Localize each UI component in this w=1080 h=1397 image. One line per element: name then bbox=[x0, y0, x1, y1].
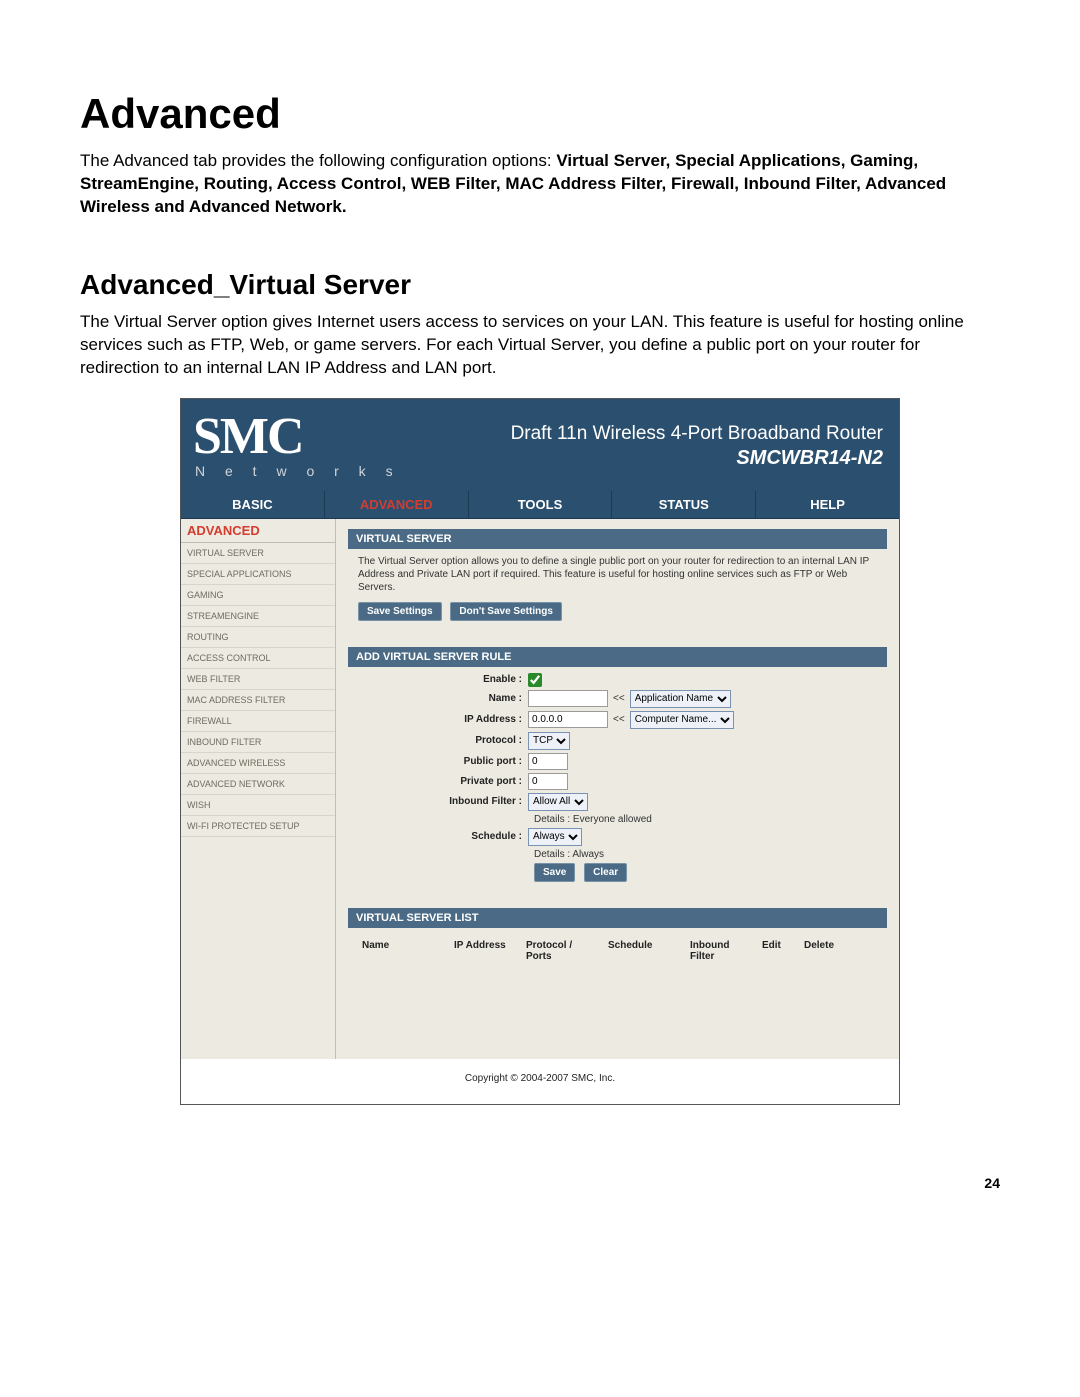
intro-prefix: The Advanced tab provides the following … bbox=[80, 151, 556, 170]
sidebar-item-web-filter[interactable]: WEB FILTER bbox=[181, 669, 335, 690]
router-screenshot: SMC N e t w o r k s Draft 11n Wireless 4… bbox=[180, 398, 900, 1105]
sidebar-item-wish[interactable]: WISH bbox=[181, 795, 335, 816]
public-port-input[interactable] bbox=[528, 753, 568, 770]
col-schedule: Schedule bbox=[604, 940, 684, 962]
panel-server-list: VIRTUAL SERVER LIST Name IP Address Prot… bbox=[348, 908, 887, 974]
protocol-select[interactable]: TCP bbox=[528, 732, 570, 750]
headline-main: Draft 11n Wireless 4-Port Broadband Rout… bbox=[511, 423, 883, 445]
label-schedule: Schedule : bbox=[358, 831, 528, 842]
sidebar-item-inbound-filter[interactable]: INBOUND FILTER bbox=[181, 732, 335, 753]
label-private-port: Private port : bbox=[358, 776, 528, 787]
save-settings-button[interactable]: Save Settings bbox=[358, 602, 442, 621]
col-edit: Edit bbox=[758, 940, 798, 962]
arrow-icon: << bbox=[613, 693, 625, 704]
page-number: 24 bbox=[80, 1175, 1000, 1191]
panel1-description: The Virtual Server option allows you to … bbox=[358, 555, 877, 594]
clear-button[interactable]: Clear bbox=[584, 863, 627, 882]
tab-help[interactable]: HELP bbox=[756, 491, 899, 518]
label-inbound-filter: Inbound Filter : bbox=[358, 796, 528, 807]
label-public-port: Public port : bbox=[358, 756, 528, 767]
sidebar-item-gaming[interactable]: GAMING bbox=[181, 585, 335, 606]
panel-add-rule: ADD VIRTUAL SERVER RULE Enable : Name : … bbox=[348, 647, 887, 890]
label-ip: IP Address : bbox=[358, 714, 528, 725]
body-area: ADVANCED VIRTUAL SERVERSPECIAL APPLICATI… bbox=[181, 519, 899, 1059]
private-port-input[interactable] bbox=[528, 773, 568, 790]
dont-save-settings-button[interactable]: Don't Save Settings bbox=[450, 602, 562, 621]
enable-checkbox[interactable] bbox=[528, 673, 542, 687]
inbound-filter-select[interactable]: Allow All bbox=[528, 793, 588, 811]
sidebar-title: ADVANCED bbox=[181, 519, 335, 543]
top-tabs: BASICADVANCEDTOOLSSTATUSHELP bbox=[181, 491, 899, 519]
headline-model: SMCWBR14-N2 bbox=[511, 447, 883, 470]
header-bar: SMC N e t w o r k s Draft 11n Wireless 4… bbox=[181, 399, 899, 491]
page-heading: Advanced bbox=[80, 90, 1000, 138]
section-description: The Virtual Server option gives Internet… bbox=[80, 311, 1000, 380]
sidebar-item-routing[interactable]: ROUTING bbox=[181, 627, 335, 648]
sidebar-item-access-control[interactable]: ACCESS CONTROL bbox=[181, 648, 335, 669]
panel-virtual-server: VIRTUAL SERVER The Virtual Server option… bbox=[348, 529, 887, 629]
tab-tools[interactable]: TOOLS bbox=[469, 491, 613, 518]
sidebar-item-special-applications[interactable]: SPECIAL APPLICATIONS bbox=[181, 564, 335, 585]
col-name: Name bbox=[358, 940, 448, 962]
label-name: Name : bbox=[358, 693, 528, 704]
headline-block: Draft 11n Wireless 4-Port Broadband Rout… bbox=[511, 423, 883, 470]
schedule-select[interactable]: Always bbox=[528, 828, 582, 846]
inbound-filter-detail: Details : Everyone allowed bbox=[534, 814, 877, 825]
sidebar: ADVANCED VIRTUAL SERVERSPECIAL APPLICATI… bbox=[181, 519, 336, 1059]
sidebar-item-virtual-server[interactable]: VIRTUAL SERVER bbox=[181, 543, 335, 564]
brand-subtext: N e t w o r k s bbox=[195, 463, 401, 479]
label-enable: Enable : bbox=[358, 674, 528, 685]
col-protocol: Protocol / Ports bbox=[522, 940, 602, 962]
content-area: VIRTUAL SERVER The Virtual Server option… bbox=[336, 519, 899, 1059]
sidebar-item-advanced-wireless[interactable]: ADVANCED WIRELESS bbox=[181, 753, 335, 774]
sidebar-item-wi-fi-protected-setup[interactable]: WI-FI PROTECTED SETUP bbox=[181, 816, 335, 837]
copyright-text: Copyright © 2004-2007 SMC, Inc. bbox=[181, 1059, 899, 1104]
section-heading: Advanced_Virtual Server bbox=[80, 269, 1000, 301]
sidebar-item-firewall[interactable]: FIREWALL bbox=[181, 711, 335, 732]
brand-block: SMC N e t w o r k s bbox=[193, 414, 401, 479]
intro-paragraph: The Advanced tab provides the following … bbox=[80, 150, 1000, 219]
brand-logo-text: SMC bbox=[193, 414, 303, 461]
sidebar-item-mac-address-filter[interactable]: MAC ADDRESS FILTER bbox=[181, 690, 335, 711]
col-delete: Delete bbox=[800, 940, 850, 962]
col-ip: IP Address bbox=[450, 940, 520, 962]
tab-advanced[interactable]: ADVANCED bbox=[325, 491, 469, 518]
sidebar-item-streamengine[interactable]: STREAMENGINE bbox=[181, 606, 335, 627]
schedule-detail: Details : Always bbox=[534, 849, 877, 860]
tab-basic[interactable]: BASIC bbox=[181, 491, 325, 518]
panel1-header: VIRTUAL SERVER bbox=[348, 529, 887, 549]
ip-input[interactable] bbox=[528, 711, 608, 728]
panel2-header: ADD VIRTUAL SERVER RULE bbox=[348, 647, 887, 667]
table-header-row: Name IP Address Protocol / Ports Schedul… bbox=[358, 934, 877, 966]
tab-status[interactable]: STATUS bbox=[612, 491, 756, 518]
label-protocol: Protocol : bbox=[358, 735, 528, 746]
save-button[interactable]: Save bbox=[534, 863, 575, 882]
arrow-icon: << bbox=[613, 714, 625, 725]
sidebar-item-advanced-network[interactable]: ADVANCED NETWORK bbox=[181, 774, 335, 795]
panel3-header: VIRTUAL SERVER LIST bbox=[348, 908, 887, 928]
computer-name-select[interactable]: Computer Name... bbox=[630, 711, 734, 729]
application-name-select[interactable]: Application Name bbox=[630, 690, 731, 708]
col-inbound-filter: Inbound Filter bbox=[686, 940, 756, 962]
name-input[interactable] bbox=[528, 690, 608, 707]
